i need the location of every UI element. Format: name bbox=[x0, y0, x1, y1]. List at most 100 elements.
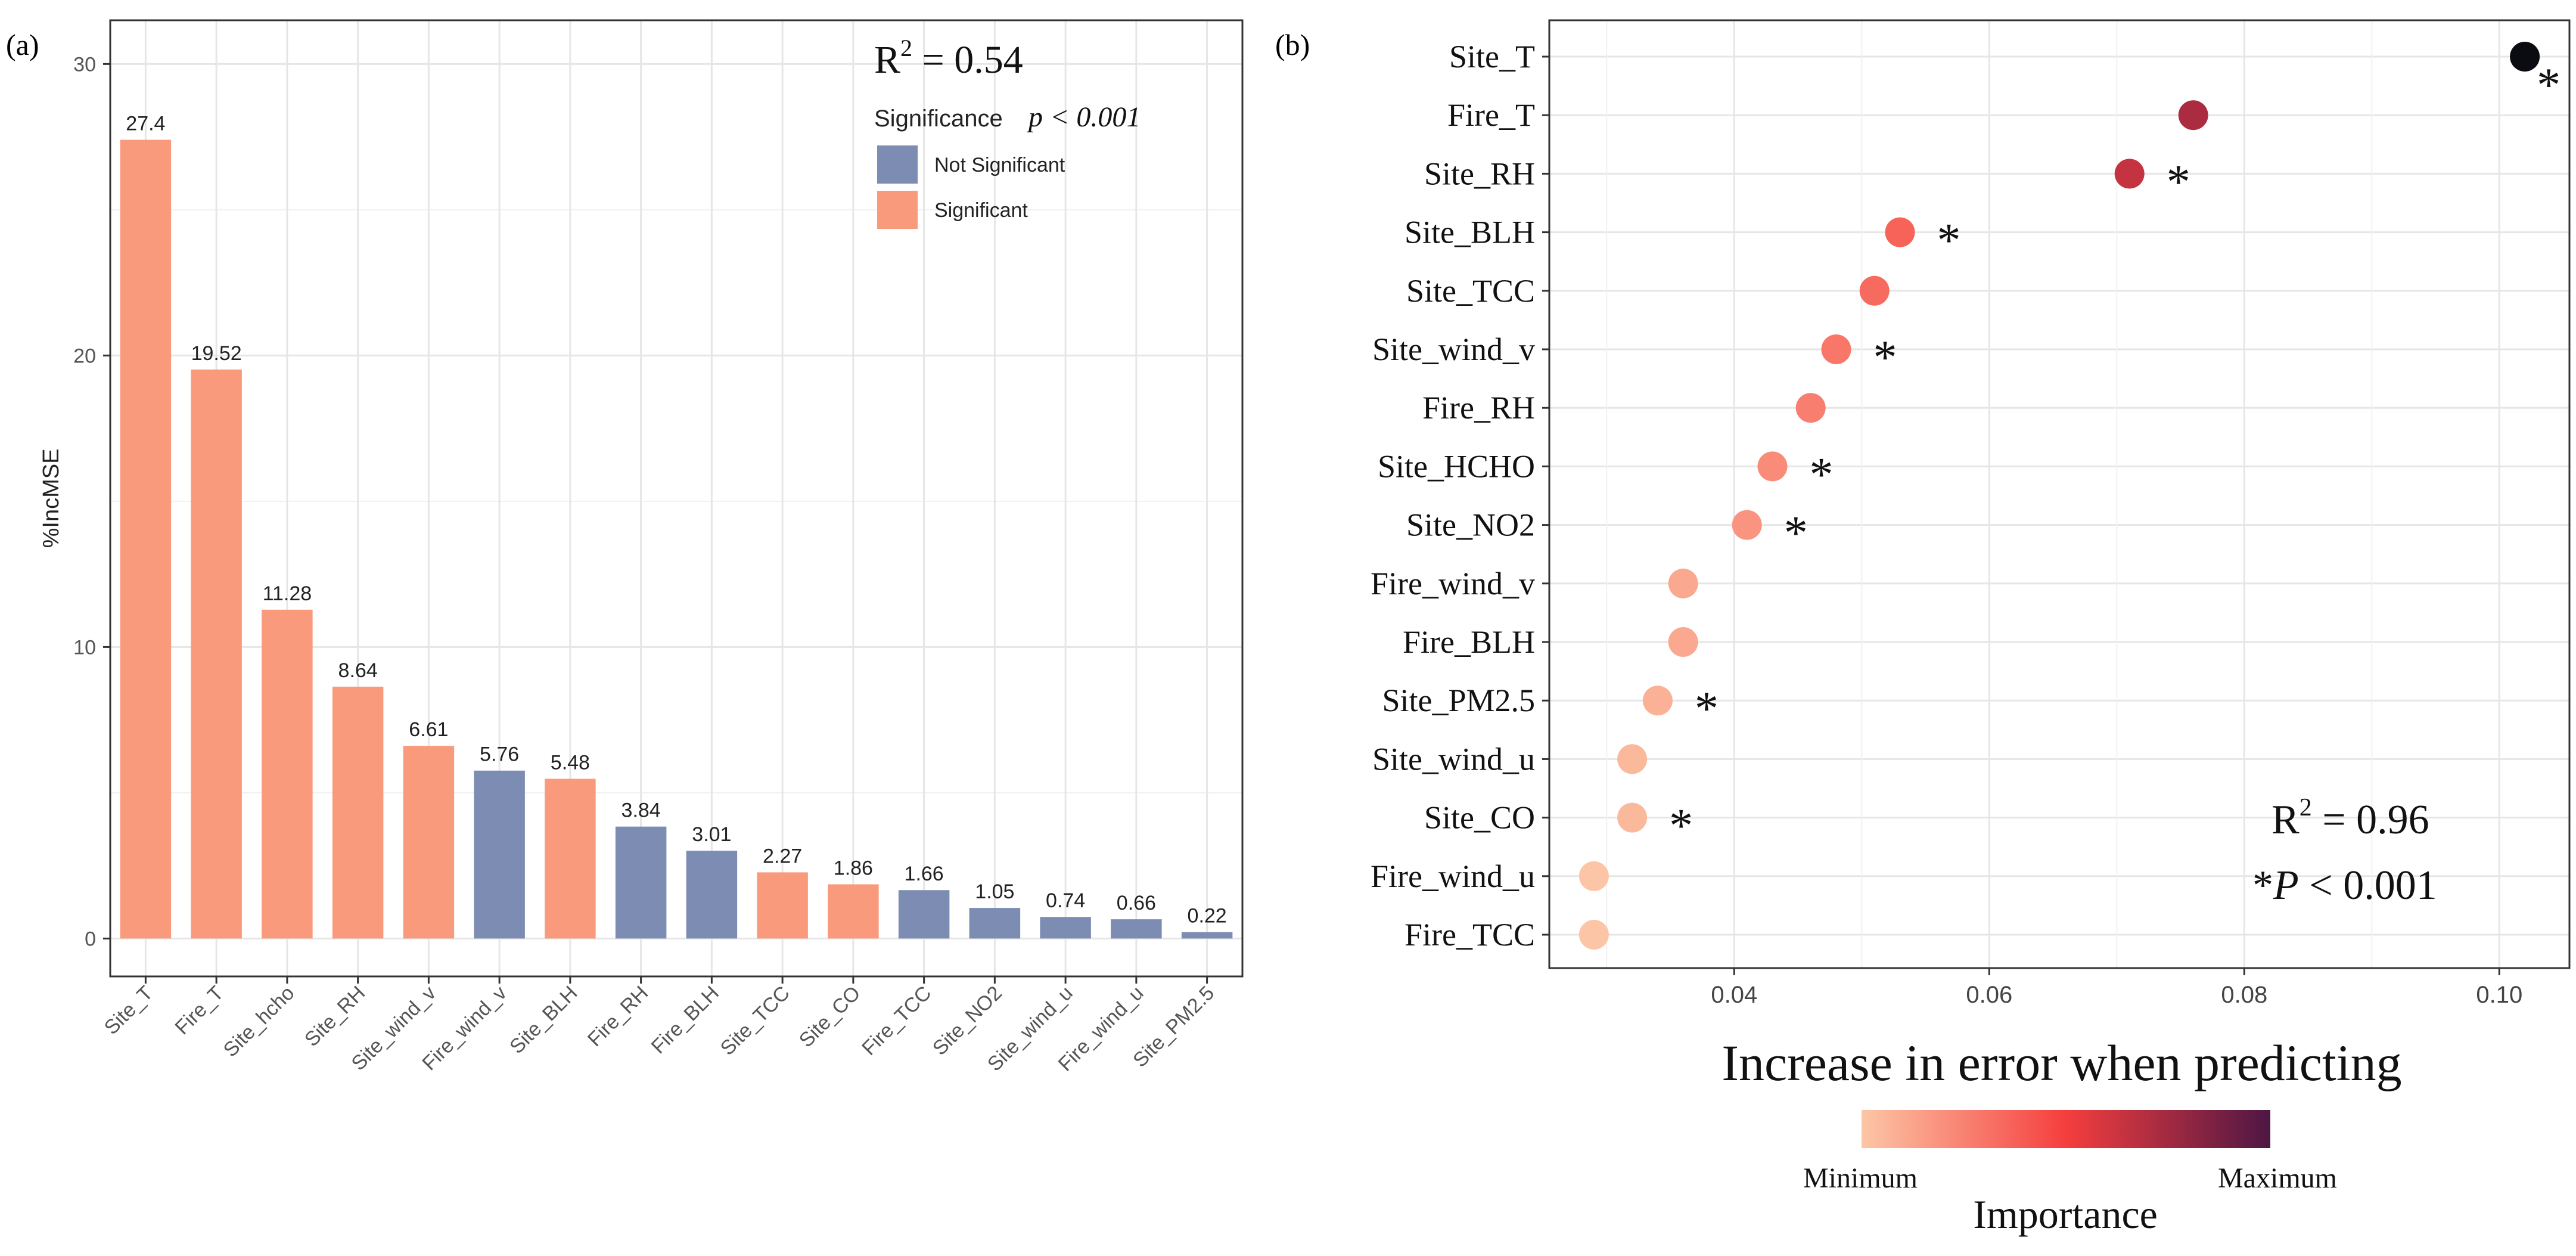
significance-star: * bbox=[2537, 59, 2561, 111]
bar-Fire_wind_u bbox=[1111, 919, 1162, 939]
panel-b-p-value: *P < 0.001 bbox=[2252, 863, 2437, 908]
bar-Fire_wind_v bbox=[474, 770, 525, 939]
y-tick-label: Site_wind_u bbox=[1372, 741, 1535, 777]
y-tick-label: 10 bbox=[73, 636, 96, 659]
panel-b-r2-suffix: = 0.96 bbox=[2312, 797, 2429, 843]
y-tick-label: Site_NO2 bbox=[1406, 507, 1535, 543]
significance-star: * bbox=[1784, 507, 1808, 560]
significance-star: * bbox=[1810, 448, 1834, 501]
colorbar-min-label: Minimum bbox=[1803, 1162, 1918, 1194]
bar-value-label: 5.48 bbox=[551, 751, 590, 774]
panel-a-y-axis-label: %IncMSE bbox=[39, 449, 64, 548]
panel-a-r2-prefix: R bbox=[874, 38, 900, 82]
bar-Fire_T bbox=[191, 369, 242, 939]
colorbar-max-label: Maximum bbox=[2218, 1162, 2337, 1194]
point-Site_BLH bbox=[1885, 217, 1915, 247]
significance-star: * bbox=[1669, 800, 1693, 852]
bar-value-label: 3.84 bbox=[622, 799, 661, 822]
bar-value-label: 19.52 bbox=[191, 342, 242, 365]
legend-label-not-significant: Not Significant bbox=[934, 154, 1065, 176]
bar-value-label: 1.05 bbox=[975, 880, 1014, 903]
point-Site_RH bbox=[2114, 159, 2145, 189]
colorbar-title: Importance bbox=[1973, 1192, 2158, 1237]
y-tick-label: 20 bbox=[73, 345, 96, 367]
panel-a-y-ticks: 0 10 20 30 bbox=[73, 53, 110, 950]
panel-b: (b) Site_TFire_TSite_RHSite_BLHSite_TCCS… bbox=[1275, 19, 2571, 1237]
bar-value-label: 0.66 bbox=[1117, 892, 1156, 914]
x-tick-label: Site_T bbox=[100, 982, 157, 1039]
panel-b-r-squared: R2 = 0.96 bbox=[2272, 794, 2429, 843]
bar-Site_BLH bbox=[545, 779, 596, 939]
bar-Site_wind_v bbox=[403, 746, 455, 939]
importance-colorbar: Minimum Maximum Importance bbox=[1803, 1110, 2337, 1237]
bar-Site_RH bbox=[332, 686, 384, 939]
panel-b-significance-stars: ******** bbox=[1669, 59, 2561, 852]
legend-swatch-significant bbox=[877, 191, 918, 229]
panel-b-frame bbox=[1548, 19, 2571, 969]
legend-title: Significance bbox=[874, 106, 1003, 132]
point-Fire_BLH bbox=[1668, 627, 1698, 657]
bar-Site_hcho bbox=[262, 609, 313, 939]
panel-b-gridlines bbox=[1549, 20, 2569, 968]
bar-value-label: 11.28 bbox=[263, 582, 312, 605]
x-tick-label: Fire_RH bbox=[583, 982, 652, 1051]
bar-Site_TCC bbox=[757, 872, 808, 939]
bar-Site_wind_u bbox=[1040, 917, 1091, 939]
panel-b-p-suffix: < 0.001 bbox=[2299, 863, 2437, 908]
panel-b-p-prefix: * bbox=[2252, 863, 2273, 908]
significance-star: * bbox=[1695, 683, 1719, 735]
point-Fire_wind_v bbox=[1668, 568, 1698, 598]
legend-label-significant: Significant bbox=[934, 199, 1028, 222]
panel-b-y-ticks: Site_T Fire_T Site_RH Site_BLH Site_TCC Site_… bbox=[1371, 39, 1549, 953]
point-Fire_wind_u bbox=[1578, 861, 1609, 891]
x-tick-label: 0.04 bbox=[1711, 982, 1757, 1008]
panel-a-label: (a) bbox=[6, 28, 39, 61]
panel-a-r2-sup: 2 bbox=[900, 35, 912, 61]
y-tick-label: Site_HCHO bbox=[1378, 448, 1535, 484]
point-Site_wind_u bbox=[1617, 744, 1648, 774]
bar-Site_PM2.5 bbox=[1181, 932, 1233, 939]
y-tick-label: Site_BLH bbox=[1404, 215, 1535, 250]
point-Site_T bbox=[2510, 42, 2540, 72]
panel-a-legend: Significance p < 0.001 Not Significant S… bbox=[874, 101, 1141, 229]
significance-star: * bbox=[1873, 331, 1897, 384]
x-tick-label: Fire_TCC bbox=[857, 982, 936, 1060]
y-tick-label: Site_T bbox=[1449, 39, 1535, 75]
panel-a-value-labels: 27.4 19.52 11.28 8.64 6.61 5.76 5.48 3.84 3.01 2.… bbox=[126, 113, 1226, 928]
y-tick-label: Fire_TCC bbox=[1404, 917, 1535, 953]
bar-Fire_RH bbox=[615, 826, 667, 939]
y-tick-label: 30 bbox=[73, 53, 96, 76]
panel-b-r2-sup: 2 bbox=[2300, 794, 2312, 821]
y-tick-label: 0 bbox=[85, 928, 96, 950]
x-tick-label: 0.08 bbox=[2221, 982, 2267, 1008]
y-tick-label: Fire_wind_u bbox=[1371, 858, 1535, 894]
point-Fire_RH bbox=[1795, 393, 1826, 423]
bar-Site_NO2 bbox=[969, 908, 1021, 939]
x-tick-label: Site_hcho bbox=[219, 982, 299, 1062]
x-tick-label: 0.10 bbox=[2476, 982, 2522, 1008]
bar-value-label: 6.61 bbox=[409, 718, 448, 741]
bar-value-label: 8.64 bbox=[338, 659, 378, 682]
panel-b-r2-prefix: R bbox=[2272, 797, 2300, 843]
panel-a: (a) 27.4 19.52 11.28 8.64 6.61 5.76 5.48 3.84 3.… bbox=[6, 19, 1244, 1076]
y-tick-label: Fire_BLH bbox=[1403, 624, 1535, 660]
bar-Fire_TCC bbox=[898, 890, 950, 939]
point-Fire_T bbox=[2178, 100, 2208, 131]
panel-b-label: (b) bbox=[1275, 28, 1310, 61]
bar-value-label: 0.22 bbox=[1188, 905, 1227, 928]
point-Site_PM2.5 bbox=[1642, 686, 1673, 716]
panel-a-r-squared: R2 = 0.54 bbox=[874, 35, 1023, 82]
point-Site_CO bbox=[1617, 802, 1648, 833]
bar-Site_CO bbox=[828, 884, 879, 939]
y-tick-label: Site_wind_v bbox=[1372, 331, 1535, 367]
panel-b-x-axis-label: Increase in error when predicting bbox=[1722, 1034, 2401, 1091]
significance-star: * bbox=[2167, 156, 2190, 208]
y-tick-label: Fire_T bbox=[1447, 97, 1535, 133]
colorbar-gradient bbox=[1862, 1110, 2270, 1148]
x-tick-label: Site_RH bbox=[300, 982, 369, 1051]
panel-a-frame bbox=[109, 19, 1244, 978]
bar-value-label: 2.27 bbox=[763, 845, 802, 867]
y-tick-label: Site_PM2.5 bbox=[1382, 683, 1535, 718]
